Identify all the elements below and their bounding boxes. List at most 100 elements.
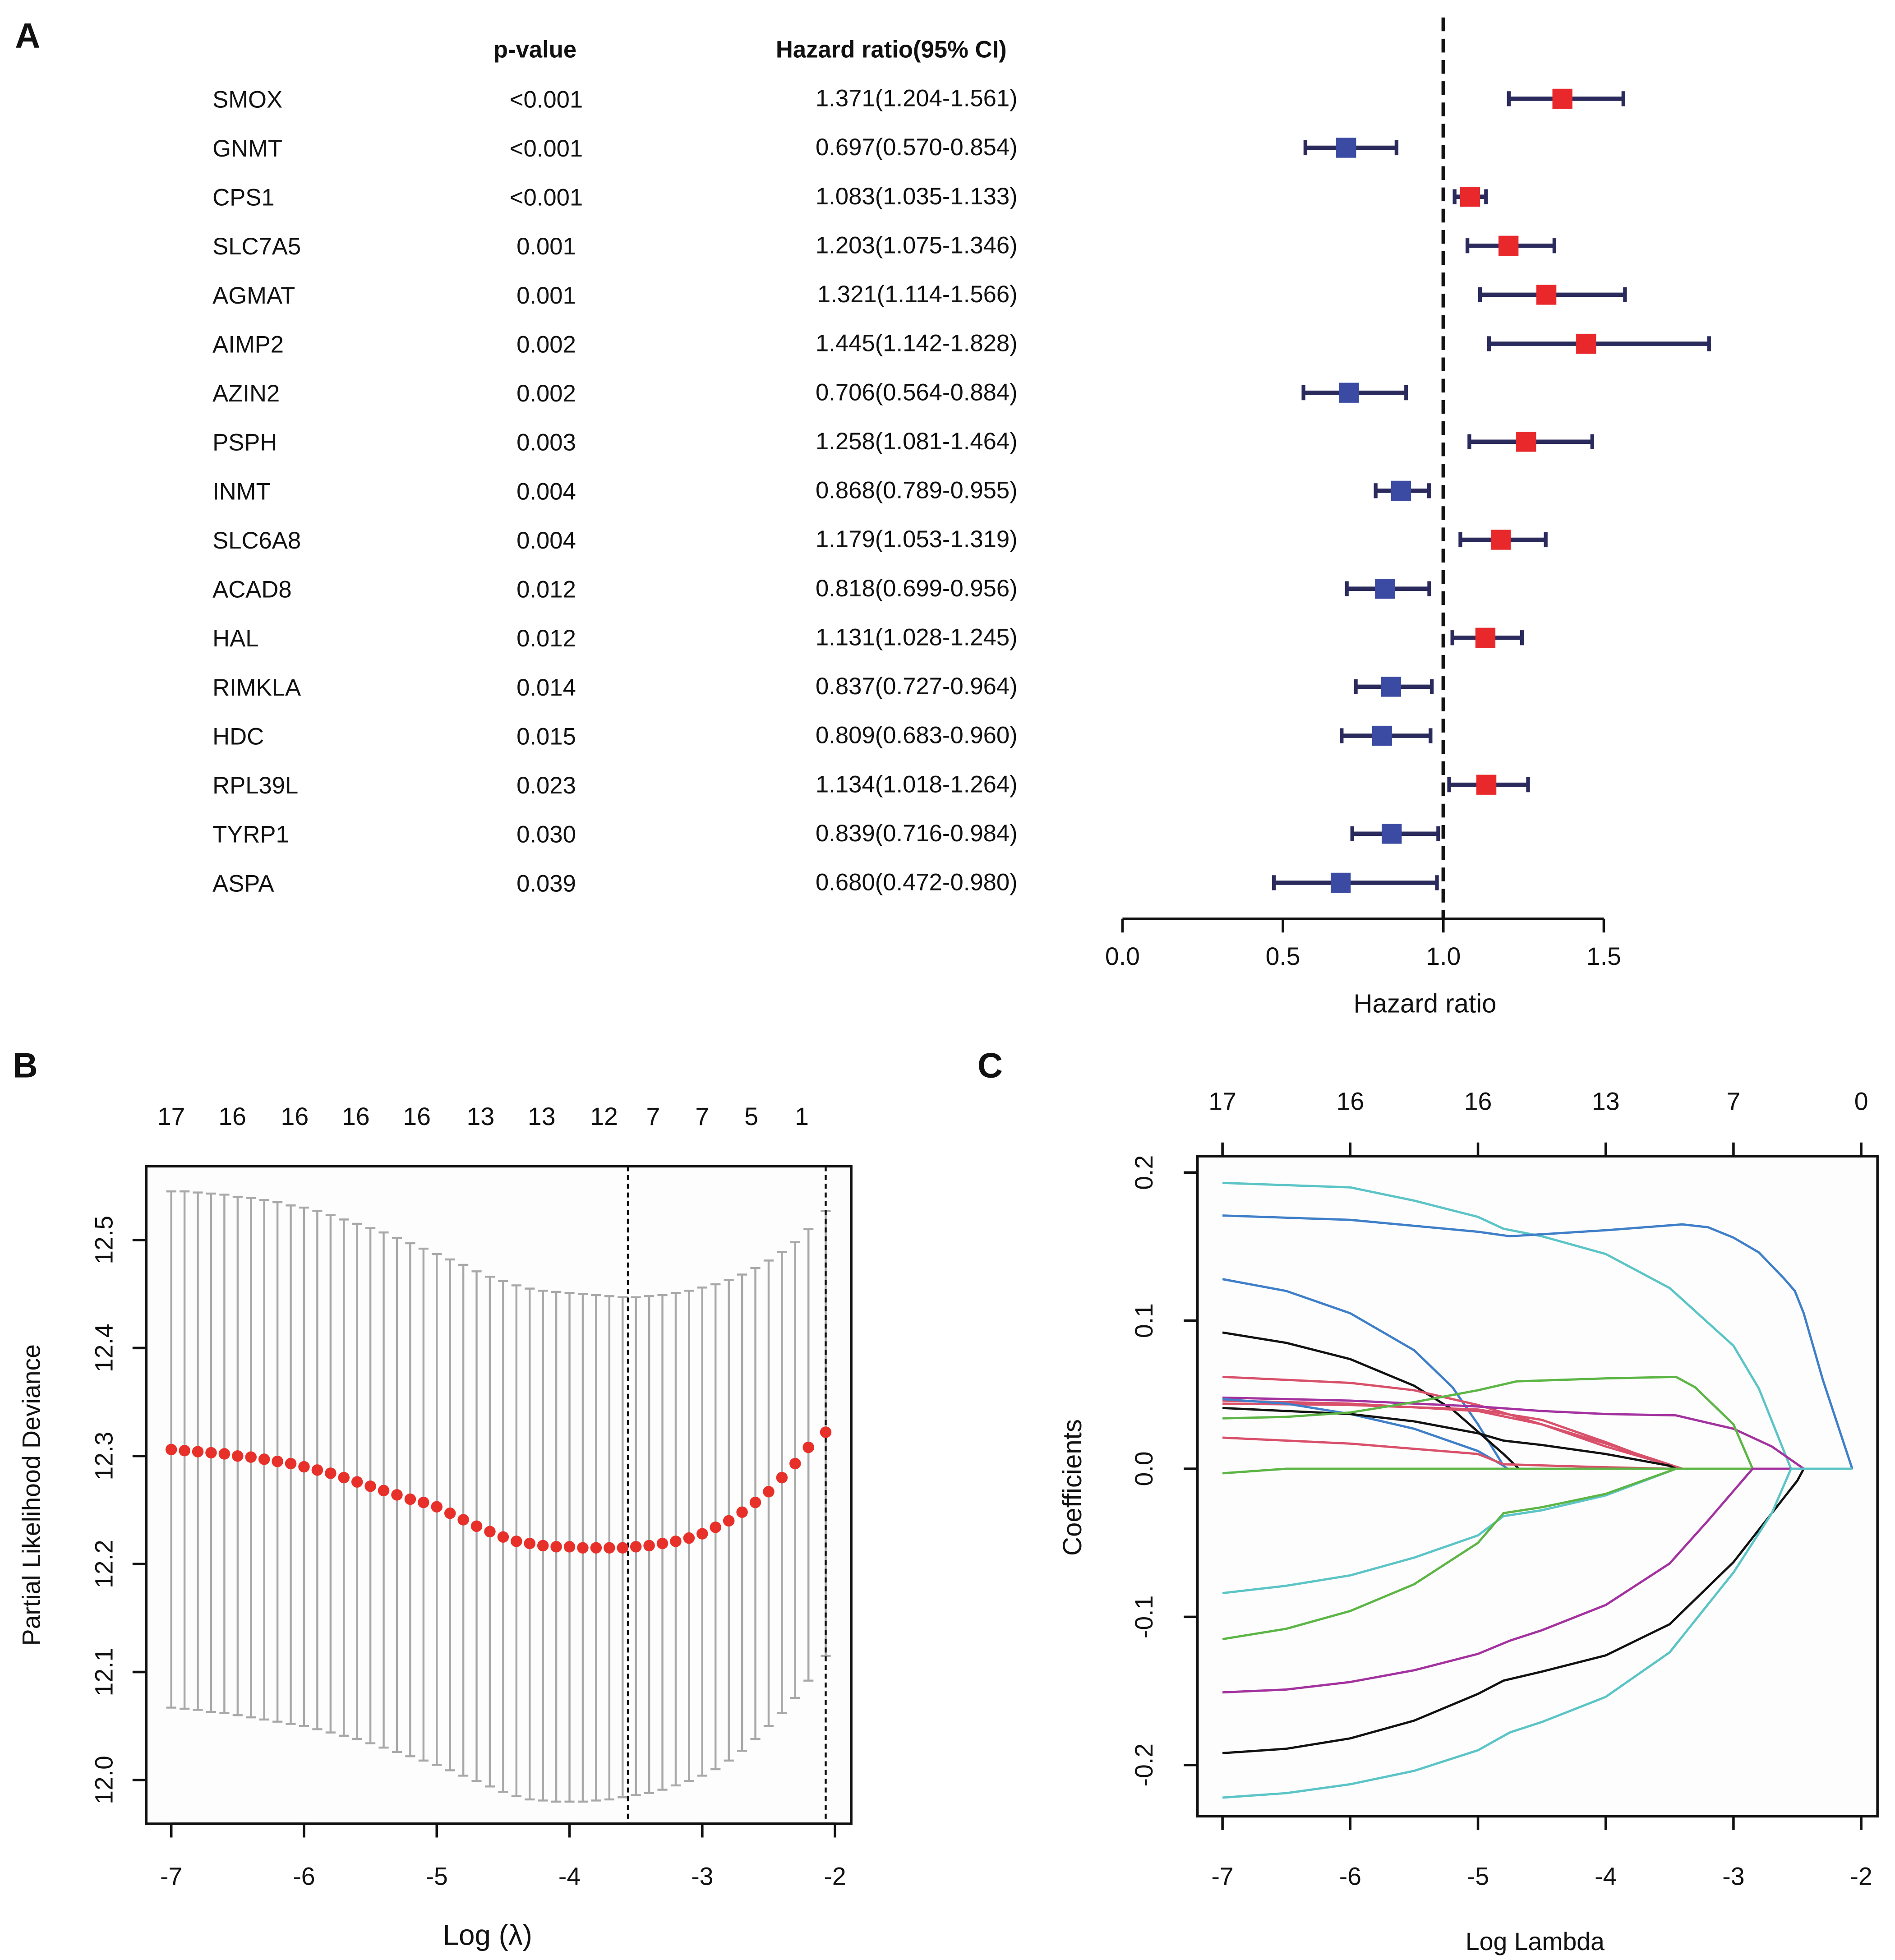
coefficient-path xyxy=(1222,1375,1853,1470)
top-axis-label: 12 xyxy=(590,1102,618,1130)
top-axis-label: 13 xyxy=(1592,1088,1620,1116)
x-tick-label: 1.5 xyxy=(1586,942,1621,970)
cv-mean-point xyxy=(484,1526,496,1538)
hazard-ratio-text: 1.371(1.204-1.561) xyxy=(816,85,1018,112)
gene-name: PSPH xyxy=(212,429,277,456)
top-axis-label: 16 xyxy=(1337,1088,1365,1116)
x-tick-label: -5 xyxy=(1467,1863,1489,1891)
coefficient-path xyxy=(1222,1407,1853,1470)
top-axis-label: 13 xyxy=(528,1102,556,1130)
hazard-ratio-text: 0.839(0.716-0.984) xyxy=(816,820,1018,847)
top-axis-label: 17 xyxy=(157,1102,185,1130)
cv-mean-point xyxy=(696,1528,708,1540)
cv-mean-point xyxy=(497,1531,509,1543)
hazard-ratio-text: 1.083(1.035-1.133) xyxy=(816,183,1018,210)
cv-mean-point xyxy=(524,1537,535,1550)
gene-name: AGMAT xyxy=(212,282,295,309)
top-axis-label: 16 xyxy=(218,1102,246,1130)
top-axis-label: 7 xyxy=(1727,1088,1741,1116)
x-tick-label: -3 xyxy=(691,1863,713,1891)
forest-row: HDC 0.015 0.809(0.683-0.960) xyxy=(212,722,1433,750)
cv-mean-point xyxy=(165,1443,177,1456)
x-tick-label: -4 xyxy=(558,1863,581,1891)
x-tick-label: -3 xyxy=(1722,1863,1744,1891)
top-axis-label: 16 xyxy=(281,1102,309,1130)
gene-name: INMT xyxy=(212,478,271,505)
hazard-ratio-text: 1.445(1.142-1.828) xyxy=(816,330,1018,357)
y-tick-label: 12.2 xyxy=(90,1540,118,1588)
top-axis-label: 7 xyxy=(695,1102,709,1130)
p-value: 0.002 xyxy=(516,380,576,407)
cv-deviance-plot: -7 -6 -5 -4 -3 -212.012.112.212.312.412.517 16… xyxy=(18,1102,853,1951)
x-tick-label: -6 xyxy=(293,1863,315,1891)
cv-mean-point xyxy=(537,1540,549,1552)
cv-mean-point xyxy=(431,1501,443,1513)
cv-mean-point xyxy=(670,1536,682,1547)
cv-mean-point xyxy=(683,1532,695,1544)
hazard-ratio-text: 0.680(0.472-0.980) xyxy=(816,869,1018,896)
hazard-ratio-text: 1.179(1.053-1.319) xyxy=(816,526,1018,553)
cv-mean-point xyxy=(325,1467,337,1479)
y-axis-label: Coefficients xyxy=(1058,1419,1087,1556)
cv-mean-point xyxy=(470,1520,483,1532)
y-tick-label: 12.3 xyxy=(90,1432,118,1480)
p-value: 0.023 xyxy=(516,772,576,799)
coefficient-path xyxy=(1222,1396,1853,1470)
hazard-ratio-marker xyxy=(1339,383,1359,403)
x-tick-label: 1.0 xyxy=(1426,942,1461,970)
hazard-ratio-text: 1.203(1.075-1.346) xyxy=(816,232,1018,258)
gene-name: HAL xyxy=(212,625,258,652)
forest-row: ACAD8 0.012 0.818(0.699-0.956) xyxy=(212,575,1431,603)
gene-name: GNMT xyxy=(212,135,282,162)
hazard-ratio-text: 1.321(1.114-1.566) xyxy=(817,281,1018,308)
header-hazard-ratio: Hazard ratio(95% CI) xyxy=(776,36,1007,63)
forest-row: TYRP1 0.030 0.839(0.716-0.984) xyxy=(212,820,1440,848)
gene-name: RIMKLA xyxy=(212,674,301,701)
x-tick-label: -7 xyxy=(160,1863,182,1891)
forest-row: GNMT <0.001 0.697(0.570-0.854) xyxy=(212,134,1399,162)
forest-row: AZIN2 0.002 0.706(0.564-0.884) xyxy=(212,379,1408,407)
cv-mean-point xyxy=(643,1540,655,1552)
panel-label-c: C xyxy=(977,1047,1003,1085)
cv-mean-point xyxy=(192,1446,204,1457)
panel-label-a: A xyxy=(15,16,40,55)
coefficient-path-plot: -7 -6 -5 -4 -3 -2 17 16 16 13 7 0 -0.2 -0.1 0.0 0.1 0.2 L… xyxy=(1058,1088,1879,1955)
forest-row: ASPA 0.039 0.680(0.472-0.980) xyxy=(212,869,1439,897)
cv-mean-point xyxy=(205,1447,217,1459)
cv-mean-point xyxy=(404,1493,416,1505)
forest-row: RPL39L 0.023 1.134(1.018-1.264) xyxy=(212,771,1530,799)
hazard-ratio-marker xyxy=(1516,432,1536,452)
y-tick-label: -0.2 xyxy=(1130,1743,1158,1786)
gene-name: HDC xyxy=(212,723,264,750)
cv-mean-point xyxy=(563,1541,576,1553)
cv-mean-point xyxy=(820,1426,832,1438)
y-tick-label: 12.1 xyxy=(90,1648,118,1697)
hazard-ratio-marker xyxy=(1372,725,1392,746)
cv-mean-point xyxy=(232,1450,244,1462)
cv-mean-point xyxy=(550,1541,562,1553)
x-tick-label: -4 xyxy=(1595,1863,1617,1891)
p-value: 0.039 xyxy=(516,870,576,897)
y-tick-label: 0.2 xyxy=(1130,1155,1158,1190)
hazard-ratio-marker xyxy=(1382,824,1402,844)
cv-mean-point xyxy=(311,1464,323,1476)
y-tick-label: -0.1 xyxy=(1130,1596,1158,1638)
gene-name: SLC7A5 xyxy=(212,233,301,260)
cv-mean-point xyxy=(604,1542,615,1554)
cv-mean-point xyxy=(763,1485,775,1498)
cv-mean-point xyxy=(444,1507,456,1519)
x-axis-label: Log (λ) xyxy=(443,1919,532,1951)
coefficient-path xyxy=(1222,1467,1853,1475)
gene-name: ACAD8 xyxy=(212,576,291,603)
coefficient-path xyxy=(1222,1181,1853,1470)
gene-name: SMOX xyxy=(212,86,282,113)
p-value: <0.001 xyxy=(510,86,583,113)
cv-mean-point xyxy=(736,1506,748,1518)
top-axis-label: 16 xyxy=(403,1102,431,1130)
coefficient-path xyxy=(1222,1467,1853,1641)
cv-mean-point xyxy=(577,1542,589,1554)
hazard-ratio-marker xyxy=(1498,235,1519,256)
panel-label-b: B xyxy=(13,1047,38,1085)
p-value: 0.012 xyxy=(516,625,576,652)
cv-mean-point xyxy=(179,1444,190,1457)
